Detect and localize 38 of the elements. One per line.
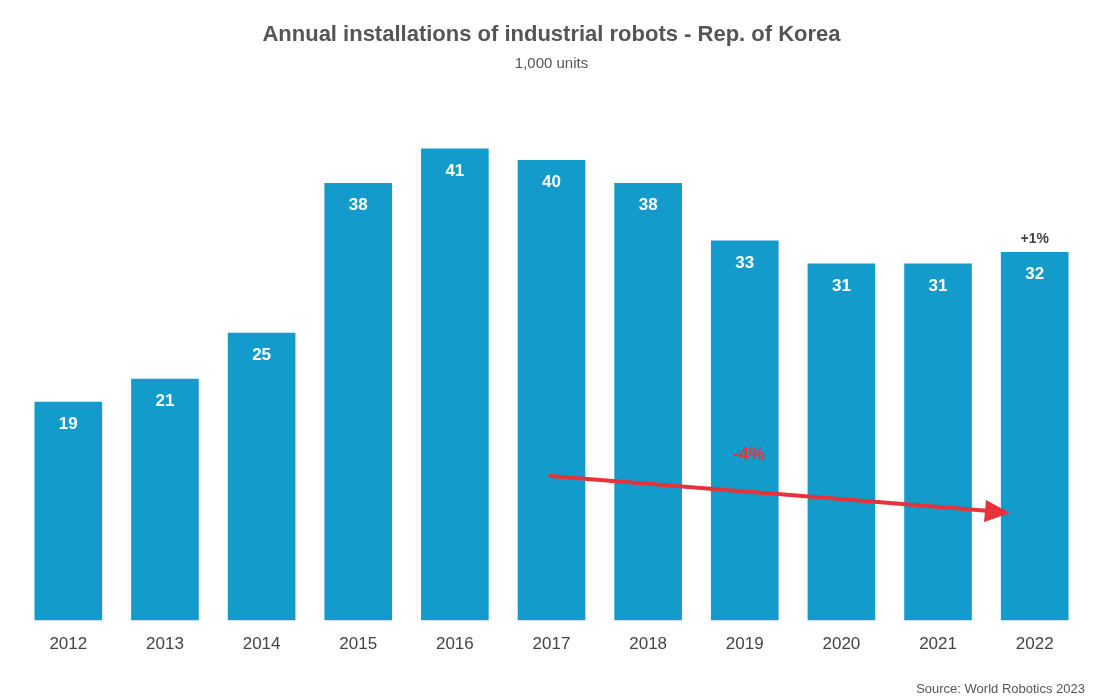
x-tick-label: 2014 (242, 634, 281, 654)
chart-title: Annual installations of industrial robots - Rep. of Korea (262, 21, 842, 47)
data-label: 41 (445, 160, 465, 180)
bar (1000, 252, 1069, 621)
data-label: 25 (252, 344, 272, 364)
annotation: +1% (1020, 229, 1050, 246)
bar (710, 240, 779, 621)
source-note: Source: World Robotics 2023 (916, 681, 1085, 697)
bar (324, 183, 393, 621)
annotation: -4% (732, 443, 765, 464)
data-label: 38 (348, 195, 368, 215)
bar (904, 263, 972, 621)
x-tick-label: 2017 (532, 634, 571, 654)
x-tick-label: 2018 (629, 634, 668, 654)
x-tick-label: 2016 (435, 634, 474, 654)
bar (807, 263, 876, 621)
data-label: 38 (638, 195, 658, 215)
data-label: 31 (928, 275, 948, 295)
bar (421, 148, 489, 621)
chart-subtitle: 1,000 units (514, 53, 589, 71)
x-tick-label: 2022 (1015, 634, 1054, 654)
x-tick-label: 2013 (146, 634, 184, 654)
bar (131, 378, 199, 621)
data-label: 19 (58, 413, 78, 433)
x-tick-label: 2019 (725, 634, 764, 654)
data-label: 21 (155, 390, 175, 410)
bar (227, 332, 296, 621)
x-tick-label: 2012 (49, 634, 88, 654)
x-tick-label: 2015 (339, 634, 378, 654)
bar (614, 183, 682, 621)
data-label: 40 (542, 172, 561, 192)
x-tick-label: 2020 (822, 634, 861, 654)
data-label: 33 (735, 252, 755, 272)
bar (34, 401, 103, 621)
data-label: 32 (1025, 264, 1045, 284)
bar (517, 159, 586, 621)
data-label: 31 (831, 275, 851, 295)
x-tick-label: 2021 (919, 634, 957, 654)
